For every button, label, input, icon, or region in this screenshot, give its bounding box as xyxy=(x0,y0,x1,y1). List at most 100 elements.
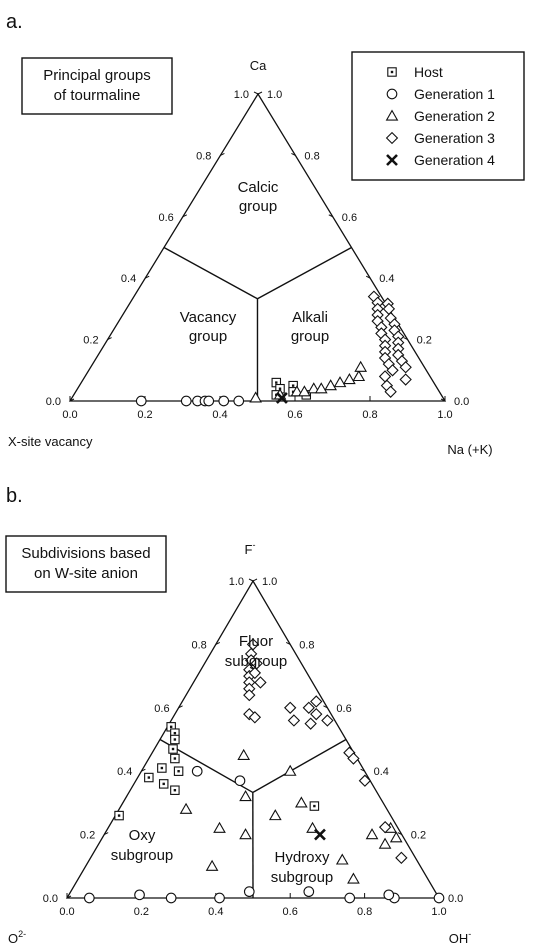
panel-a-field-vacancy-line-1: Vacancy xyxy=(180,309,237,326)
panel-b-field-oxy-line-2: subgroup xyxy=(111,847,174,864)
panel-a-left-tick-label: 1.0 xyxy=(234,89,249,101)
panel-a-apex-left-label: X-site vacancy xyxy=(8,434,93,449)
panel-a-right-tick-label: 0.4 xyxy=(379,273,394,285)
panel-a-letter: a. xyxy=(6,11,23,33)
panel-a-left-tick-label: 0.8 xyxy=(196,150,211,162)
panel-b-title-box: Subdivisions based on W-site anion xyxy=(5,535,167,593)
panel-b-point-host-dot xyxy=(160,766,164,770)
panel-b-point-generation-1 xyxy=(214,892,225,904)
panel-b-field-hydroxy-line-2: subgroup xyxy=(271,869,334,886)
panel-a-left-tick xyxy=(107,337,112,341)
panel-b-bottom-tick-label: 0.2 xyxy=(134,906,149,918)
panel-a-point-generation-2 xyxy=(290,385,304,397)
panel-b-right-tick xyxy=(248,578,254,582)
panel-b-point-host-dot xyxy=(173,757,177,760)
panel-a-left-tick-label: 0.6 xyxy=(159,212,174,224)
panel-a-field-alkali-line-1: Alkali xyxy=(292,309,328,326)
panel-a-point-generation-2 xyxy=(343,373,356,385)
panel-a-point-generation-3 xyxy=(384,385,397,398)
panel-a-right-tick-label: 0.6 xyxy=(342,212,357,224)
panel-a-left-tick-label: 0.2 xyxy=(83,335,98,347)
panel-a-left-tick-label: 0.4 xyxy=(121,273,136,285)
panel-b-bottom-tick-label: 0.4 xyxy=(208,906,223,918)
panel-b-left-tick xyxy=(215,641,221,645)
panel-a-right-tick xyxy=(440,398,446,402)
panel-b-point-generation-2 xyxy=(179,802,193,814)
panel-b-left-tick-label: 1.0 xyxy=(229,576,244,588)
panel-b-point-generation-2 xyxy=(347,872,360,884)
panel-b-point-generation-3 xyxy=(248,711,262,724)
panel-a-point-generation-2 xyxy=(324,379,337,391)
panel-a-right-tick xyxy=(291,152,296,156)
panel-b-apex-top-main: F xyxy=(245,542,253,557)
panel-b-point-host-dot xyxy=(171,747,175,751)
panel-b-point-host-dot xyxy=(177,770,180,773)
panel-b-bottom-tick-label: 0.8 xyxy=(357,906,372,918)
panel-b-left-tick xyxy=(141,768,146,772)
panel-a-point-host-dot xyxy=(275,381,278,384)
panel-a-point-generation-4 xyxy=(275,392,288,404)
panel-b-right-tick-label: 0.4 xyxy=(374,766,389,778)
panel-a: a. Principal groups of tourmaline Host G… xyxy=(6,11,525,457)
panel-b-point-host-dot xyxy=(162,782,165,786)
panel-a-right-tick-label: 0.0 xyxy=(454,396,469,408)
panel-b-point-generation-1 xyxy=(83,892,95,904)
panel-a-point-generation-1 xyxy=(218,395,230,407)
panel-b-point-generation-2 xyxy=(268,809,282,821)
panel-a-point-generation-3 xyxy=(386,364,399,377)
panel-a-right-tick-label: 0.2 xyxy=(417,335,432,347)
panel-b-left-tick-label: 0.0 xyxy=(43,893,58,905)
panel-a-point-generation-4-stroke-2 xyxy=(275,392,288,404)
panel-a-left-tick xyxy=(182,214,188,218)
panel-a-right-tick xyxy=(253,91,259,95)
panel-a-ternary-plot: 0.00.0 0.00.20.2 0.20.40.4 0.40.60.6 0.60.80… xyxy=(46,89,470,421)
panel-b-point-host-dot xyxy=(313,804,316,808)
panel-a-left-tick xyxy=(220,152,225,156)
legend-generation-3-label: Generation 3 xyxy=(414,130,495,146)
panel-b-point-generation-1 xyxy=(243,886,255,898)
panel-b-point-generation-2 xyxy=(389,831,403,843)
panel-a-title-line-1: Principal groups xyxy=(43,67,151,84)
panel-a-bottom-tick-label: 1.0 xyxy=(437,409,452,421)
legend-generation-2-marker xyxy=(385,109,399,121)
panel-b-apex-top-sup: - xyxy=(252,540,255,550)
panel-b-bottom-tick-label: 0.6 xyxy=(283,906,298,918)
panel-b-title-line-2: on W-site anion xyxy=(34,565,138,582)
panel-b-point-generation-2 xyxy=(335,853,349,865)
panel-b-right-tick xyxy=(285,641,291,645)
panel-b-right-tick xyxy=(397,832,403,836)
panel-a-point-generation-1 xyxy=(135,395,147,407)
panel-a-left-tick xyxy=(144,275,150,279)
panel-b-point-generation-1 xyxy=(383,889,395,901)
panel-b-point-generation-2 xyxy=(237,748,251,760)
panel-b-point-generation-2 xyxy=(295,796,308,808)
panel-b-point-generation-2 xyxy=(213,821,226,833)
panel-b-point-generation-1 xyxy=(165,892,177,904)
panel-a-field-alkali-line-2: group xyxy=(291,328,329,345)
panel-b-point-host-dot xyxy=(173,731,177,735)
panel-b-title-line-1: Subdivisions based xyxy=(21,545,150,562)
panel-b-left-tick xyxy=(66,895,72,899)
panel-b-left-tick-label: 0.4 xyxy=(117,766,132,778)
panel-a-right-tick xyxy=(328,214,334,218)
panel-b-left-tick xyxy=(103,832,109,836)
panel-a-left-tick-label: 0.0 xyxy=(46,396,61,408)
panel-b-point-host-dot xyxy=(173,789,177,792)
legend-generation-4-label: Generation 4 xyxy=(414,152,495,168)
panel-a-legend: Host Generation 1 Generation 2 Generatio… xyxy=(351,51,525,181)
panel-a-field-calcic-line-2: group xyxy=(239,198,277,215)
panel-a-bottom-tick-label: 0.0 xyxy=(62,409,77,421)
panel-a-left-tick xyxy=(257,91,263,95)
panel-a-point-generation-2 xyxy=(314,382,328,394)
panel-b-point-generation-1 xyxy=(234,775,246,787)
panel-b-point-generation-4 xyxy=(314,828,326,841)
panel-b-point-generation-1 xyxy=(191,765,203,777)
panel-a-point-generation-1 xyxy=(203,395,215,407)
panel-b-apex-top-label: F- xyxy=(245,540,256,557)
panel-a-right-tick-label: 1.0 xyxy=(267,89,282,101)
panel-a-point-generation-1 xyxy=(233,395,245,407)
panel-b-point-generation-3 xyxy=(243,688,256,702)
panel-b-point-host-dot xyxy=(147,776,151,779)
panel-a-point-generation-3 xyxy=(399,361,412,374)
